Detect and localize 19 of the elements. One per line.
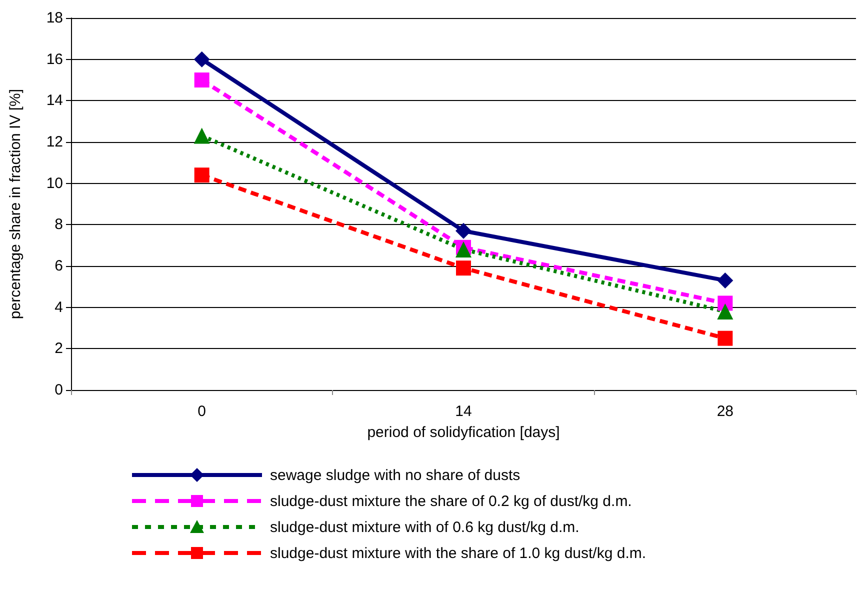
- y-axis-title: percentage share in fraction IV [%]: [7, 88, 24, 320]
- y-tick-label: 4: [54, 298, 63, 316]
- y-tick-label: 8: [54, 216, 63, 234]
- y-tick-label: 10: [46, 174, 63, 192]
- y-tick-label: 0: [54, 382, 63, 398]
- legend-label: sludge-dust mixture the share of 0.2 kg of dust/kg d.m.: [270, 492, 632, 510]
- y-tick-label: 18: [46, 10, 63, 26]
- y-tick-label: 2: [54, 340, 63, 358]
- x-tick-label: 28: [716, 403, 734, 420]
- y-tick-label: 12: [46, 134, 63, 150]
- x-tick-label: 14: [455, 403, 472, 420]
- x-axis-title: period of solidyfication [days]: [367, 424, 560, 441]
- x-tick-label: 0: [198, 403, 206, 420]
- y-tick-label: 16: [46, 50, 63, 68]
- legend-label: sewage sludge with no share of dusts: [270, 466, 520, 484]
- y-tick-label: 14: [46, 92, 63, 110]
- y-tick-label: 6: [54, 258, 63, 274]
- legend-label: sludge-dust mixture with the share of 1.0 kg dust/kg d.m.: [270, 544, 646, 562]
- legend-label: sludge-dust mixture with of 0.6 kg dust/kg d.m.: [270, 518, 580, 536]
